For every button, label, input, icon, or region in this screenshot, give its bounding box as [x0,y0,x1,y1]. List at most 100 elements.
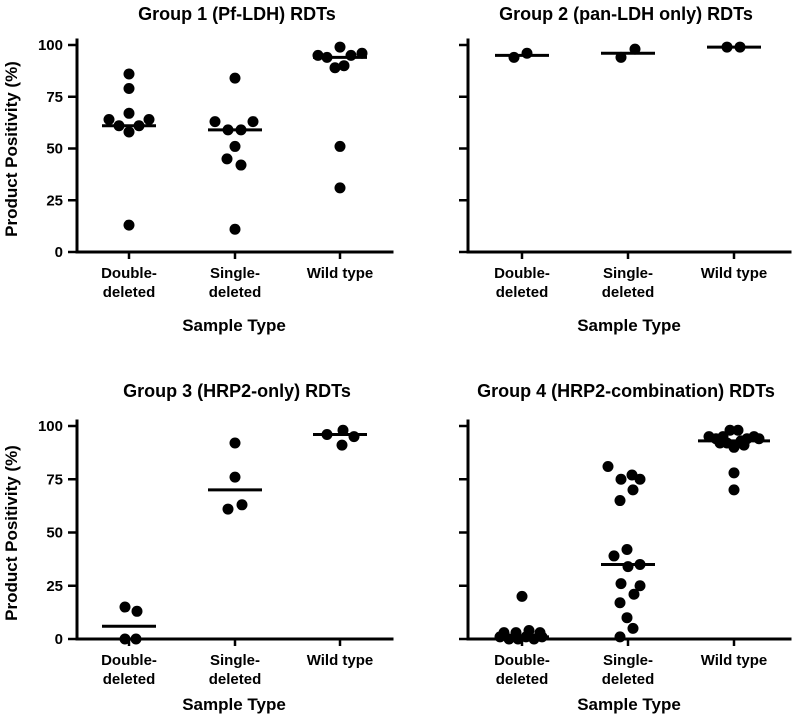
data-point [338,60,350,72]
data-point [728,467,740,479]
data-point [221,153,233,165]
data-point [629,43,641,55]
x-axis-label: Sample Type [577,695,681,714]
data-point [236,499,248,511]
data-point [614,597,626,609]
chart-group-1: Group 1 (Pf-LDH) RDTs Product Positivity… [2,4,394,335]
data-point [103,114,115,126]
plot-area: 0 25 50 75 100 Double-deleted Single-deleted Wi… [38,418,394,688]
data-point [732,424,744,436]
data-point [521,47,533,59]
data-point [721,41,733,53]
data-point [235,159,247,171]
y-tick-label: 0 [55,244,63,261]
data-point [536,631,548,643]
chart-title: Group 3 (HRP2-only) RDTs [123,381,351,401]
data-point [753,433,765,445]
data-point [614,495,626,507]
data-point [621,544,633,556]
y-tick-label: 25 [46,192,63,209]
category-label: Double- [494,652,550,669]
category-label: Double- [101,652,157,669]
data-point [131,605,143,617]
data-point [724,424,736,436]
y-tick-label: 100 [38,418,63,435]
data-point [209,116,221,128]
data-point [222,124,234,136]
data-point [503,633,515,645]
panel-group-4: Group 4 (HRP2-combination) RDTs Double-d… [398,363,796,725]
chart-group-4: Group 4 (HRP2-combination) RDTs Double-d… [459,381,792,714]
y-tick-label: 50 [46,525,63,542]
data-point [130,633,142,645]
data-point [312,49,324,61]
category-label: Wild type [701,265,768,282]
plot-area: 0 25 50 75 100 Double-deleted Single-deleted Wi… [38,37,394,301]
y-tick-label: 75 [46,89,63,106]
data-point [621,612,633,624]
x-axis-label: Sample Type [182,695,286,714]
category-label: Double- [101,265,157,282]
data-point [229,471,241,483]
data-point [734,41,746,53]
chart-title: Group 2 (pan-LDH only) RDTs [499,4,753,24]
data-point [508,51,520,63]
data-point [123,107,135,119]
data-point [614,631,626,643]
data-point [627,484,639,496]
category-label: deleted [209,671,262,688]
data-point [615,473,627,485]
data-point [634,580,646,592]
data-point [229,72,241,84]
data-point [334,182,346,194]
data-point [229,437,241,449]
data-point [627,622,639,634]
y-axis-label: Product Positivity (%) [2,61,21,237]
data-point [334,140,346,152]
y-tick-label: 75 [46,471,63,488]
y-axis-label: Product Positivity (%) [2,445,21,621]
data-point [143,114,155,126]
data-point [634,558,646,570]
data-point [728,484,740,496]
data-point [119,633,131,645]
data-point [602,460,614,472]
data-point [321,429,333,441]
category-label: Single- [210,652,260,669]
data-point [336,439,348,451]
data-point [345,49,357,61]
data-point [123,82,135,94]
category-label: deleted [103,671,156,688]
data-point [123,68,135,80]
data-point [356,47,368,59]
category-label: deleted [209,284,262,301]
data-point [738,439,750,451]
category-label: deleted [496,671,549,688]
y-tick-label: 0 [55,631,63,648]
data-point [222,503,234,515]
data-point [123,219,135,231]
category-label: Wild type [701,652,768,669]
chart-title: Group 1 (Pf-LDH) RDTs [138,4,336,24]
plot-area: Double-deleted Single-deleted Wild type [459,419,792,688]
x-axis-label: Sample Type [182,316,286,335]
data-point [334,41,346,53]
data-point [728,441,740,453]
category-label: Double- [494,265,550,282]
chart-group-3: Group 3 (HRP2-only) RDTs Product Positiv… [2,381,394,714]
data-point [608,550,620,562]
data-point [348,431,360,443]
data-point [634,473,646,485]
y-tick-label: 25 [46,578,63,595]
plot-area: Double-deleted Single-deleted Wild type [459,38,792,301]
data-point [321,51,333,63]
data-point [329,62,341,74]
data-point [229,140,241,152]
category-label: deleted [602,671,655,688]
category-label: deleted [602,284,655,301]
category-label: Single- [603,652,653,669]
data-point [229,223,241,235]
y-tick-label: 100 [38,37,63,54]
data-point [622,561,634,573]
